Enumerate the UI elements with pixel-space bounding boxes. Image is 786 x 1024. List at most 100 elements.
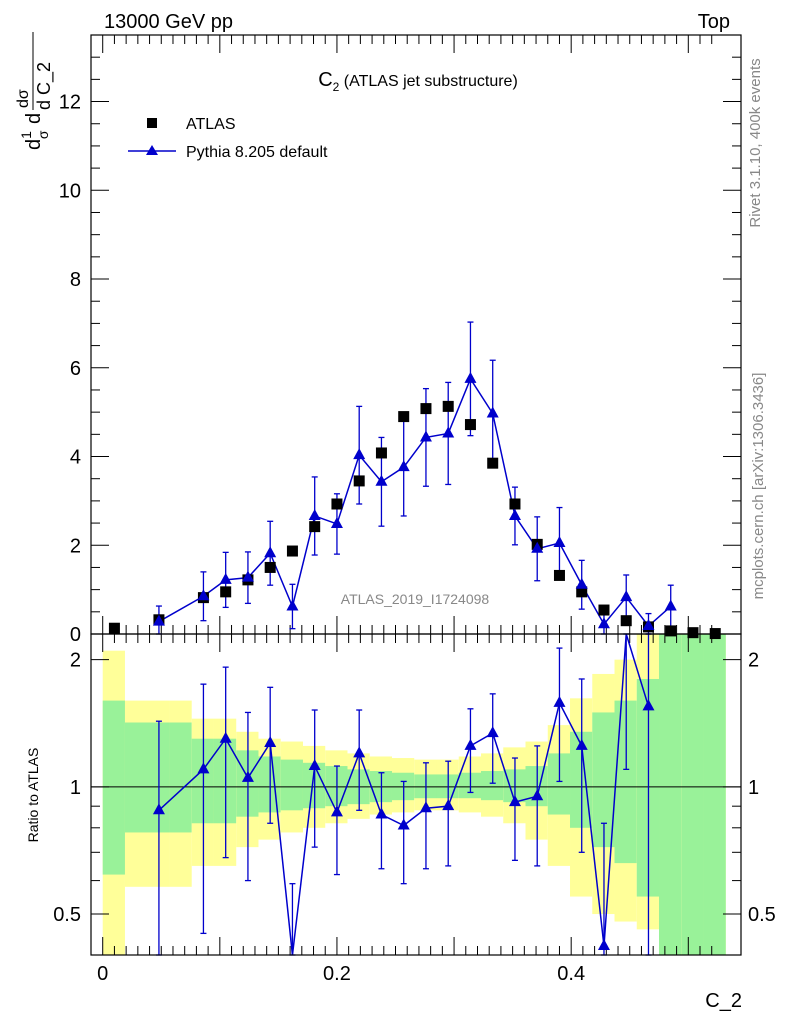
pythia-point (508, 508, 521, 520)
atlas-point (576, 586, 588, 598)
atlas-point (264, 561, 276, 573)
pythia-point (197, 589, 210, 601)
atlas-point (487, 457, 499, 469)
svg-text:d1σ: d1σ (18, 130, 51, 150)
atlas-point (420, 403, 432, 415)
ratio-y-tick-label-right: 1 (748, 777, 759, 799)
pythia-point (442, 426, 455, 438)
ratio-band-inner (592, 712, 615, 848)
ratio-y-tick-label-right: 2 (748, 650, 759, 672)
ratio-band-inner (124, 722, 170, 833)
atlas-point (108, 622, 120, 634)
analysis-label: ATLAS_2019_I1724098 (341, 591, 490, 607)
ratio-point (397, 818, 410, 830)
plot-title: C2 (ATLAS jet substructure) (318, 69, 518, 94)
atlas-point (620, 615, 632, 627)
ratio-y-tick-label: 0.5 (53, 904, 81, 926)
ratio-point (308, 759, 321, 771)
ratio-point (442, 799, 455, 811)
atlas-point (687, 627, 699, 639)
legend: ATLAS Pythia 8.205 default (128, 116, 328, 161)
atlas-point (598, 604, 610, 616)
header-process-type: Top (698, 11, 730, 33)
ratio-point (264, 735, 277, 747)
atlas-point (331, 498, 343, 510)
main-y-tick-label: 0 (70, 624, 81, 646)
ratio-point (597, 939, 610, 951)
atlas-point (286, 545, 298, 557)
main-y-tick-label: 12 (59, 92, 81, 114)
pythia-point (330, 516, 343, 528)
pythia-point (575, 577, 588, 589)
pythia-point (375, 474, 388, 486)
ratio-band-inner (280, 759, 303, 811)
pythia-point (308, 508, 321, 520)
pythia-point (531, 541, 544, 553)
atlas-point (509, 498, 521, 510)
main-y-tick-label: 2 (70, 535, 81, 557)
ratio-point (241, 770, 254, 782)
ratio-y-axis-label: Ratio to ATLAS (25, 748, 41, 843)
legend-pythia-marker (146, 145, 158, 155)
x-tick-label: 0.2 (323, 963, 351, 985)
pythia-point (286, 599, 299, 611)
ratio-point (464, 738, 477, 750)
ratio-band-inner (169, 722, 192, 833)
main-y-tick-label: 6 (70, 358, 81, 380)
atlas-point (442, 400, 454, 412)
ratio-y-tick-label: 1 (70, 777, 81, 799)
pythia-point (486, 406, 499, 418)
pythia-point (397, 460, 410, 472)
ratio-band-inner (614, 700, 637, 864)
ratio-y-tick-label-right: 0.5 (748, 904, 776, 926)
atlas-point (353, 475, 365, 487)
ratio-y-tick-label: 2 (70, 650, 81, 672)
ratio-point (486, 726, 499, 738)
x-tick-label: 0.4 (557, 963, 585, 985)
pythia-point (597, 617, 610, 629)
legend-pythia-label: Pythia 8.205 default (186, 144, 328, 161)
svg-text:d: d (23, 113, 45, 124)
ratio-point (219, 731, 232, 743)
ratio-point (419, 801, 432, 813)
ratio-point (353, 746, 366, 758)
ratio-band-inner (659, 634, 682, 955)
ratio-band-inner (102, 700, 125, 875)
ratio-point (197, 762, 210, 774)
x-axis-label: C_2 (705, 990, 742, 1012)
ratio-band-inner (547, 753, 571, 815)
x-tick-label: 0 (97, 963, 108, 985)
pythia-point (664, 599, 677, 611)
ratio-point (152, 803, 165, 815)
pythia-point (152, 614, 165, 626)
ratio-plot-frame (90, 633, 742, 956)
pythia-point (642, 619, 655, 631)
pythia-point (620, 590, 633, 602)
ratio-point (508, 795, 521, 807)
atlas-point (464, 419, 476, 431)
ratio-point (375, 807, 388, 819)
mcplots-label: mcplots.cern.ch [arXiv:1306.3436] (750, 373, 767, 600)
pythia-point (264, 546, 277, 558)
pythia-point (464, 371, 477, 383)
pythia-line (158, 377, 672, 628)
pythia-point (219, 572, 232, 584)
atlas-point (553, 569, 565, 581)
legend-atlas-marker (147, 118, 157, 128)
ratio-line (158, 633, 650, 956)
atlas-point (220, 586, 232, 598)
pythia-point (553, 536, 566, 548)
atlas-point (665, 625, 677, 637)
ratio-point (553, 695, 566, 707)
rivet-version-label: Rivet 3.1.10, 400k events (747, 58, 764, 227)
atlas-point (398, 411, 410, 423)
ratio-band-inner (703, 634, 726, 955)
pythia-point (241, 570, 254, 582)
legend-atlas-label: ATLAS (186, 116, 236, 133)
ratio-point (642, 699, 655, 711)
main-y-tick-label: 8 (70, 269, 81, 291)
svg-text:d C_2: d C_2 (34, 62, 55, 110)
main-y-axis-label: d1σ d dσ d C_2 (15, 32, 55, 150)
main-y-tick-label: 10 (59, 180, 81, 202)
